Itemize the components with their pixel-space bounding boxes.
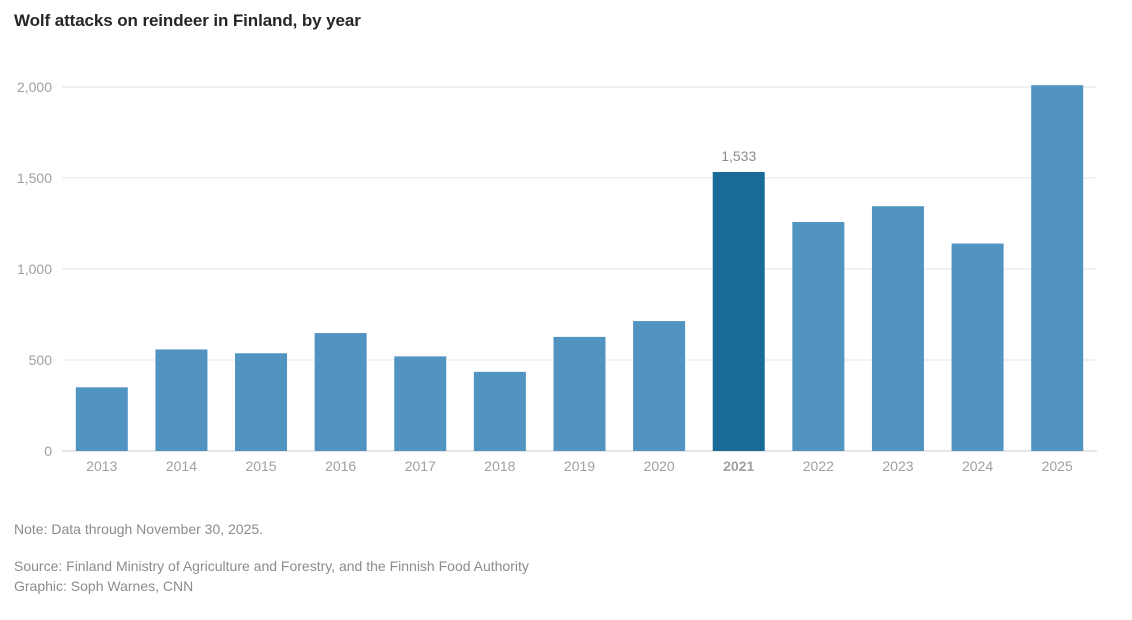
data-labels: 1,533 <box>721 148 756 164</box>
y-tick-label: 1,000 <box>17 261 52 277</box>
bar-2021 <box>712 171 765 451</box>
bar-chart: 0 500 1,000 1,500 2,000 2013 2014 2015 2016 2017… <box>17 79 1097 474</box>
x-tick-label: 2017 <box>405 458 436 474</box>
x-tick-label: 2013 <box>86 458 117 474</box>
bar-2023 <box>871 206 924 451</box>
bar-2020 <box>633 321 686 451</box>
bar-2025 <box>1031 85 1084 452</box>
y-axis-ticks: 0 500 1,000 1,500 2,000 <box>17 79 52 459</box>
chart-source: Source: Finland Ministry of Agriculture … <box>14 558 529 574</box>
x-tick-label: 2020 <box>644 458 675 474</box>
y-tick-label: 1,500 <box>17 170 52 186</box>
bar-2024 <box>951 243 1004 451</box>
bar-2016 <box>314 333 367 451</box>
x-tick-label: 2022 <box>803 458 834 474</box>
bar-2017 <box>394 356 447 451</box>
bar-2013 <box>75 387 128 451</box>
bars <box>75 85 1084 452</box>
x-tick-label: 2015 <box>245 458 276 474</box>
y-tick-label: 500 <box>29 352 53 368</box>
data-label-2021: 1,533 <box>721 148 756 164</box>
bar-2015 <box>235 353 288 451</box>
x-tick-label: 2018 <box>484 458 515 474</box>
x-tick-label: 2024 <box>962 458 993 474</box>
y-tick-label: 0 <box>44 443 52 459</box>
bar-2018 <box>473 371 526 451</box>
bar-2019 <box>553 336 606 451</box>
chart-credit: Graphic: Soph Warnes, CNN <box>14 578 194 594</box>
bar-2022 <box>792 222 845 451</box>
x-tick-label: 2021 <box>723 458 754 474</box>
x-tick-label: 2019 <box>564 458 595 474</box>
chart-title: Wolf attacks on reindeer in Finland, by … <box>14 11 361 30</box>
x-tick-label: 2014 <box>166 458 197 474</box>
bar-2014 <box>155 349 208 451</box>
x-tick-label: 2023 <box>882 458 913 474</box>
y-tick-label: 2,000 <box>17 79 52 95</box>
x-tick-label: 2016 <box>325 458 356 474</box>
x-axis-ticks: 2013 2014 2015 2016 2017 2018 2019 2020 2021 2022… <box>86 458 1073 474</box>
x-tick-label: 2025 <box>1042 458 1073 474</box>
chart-note: Note: Data through November 30, 2025. <box>14 521 264 537</box>
